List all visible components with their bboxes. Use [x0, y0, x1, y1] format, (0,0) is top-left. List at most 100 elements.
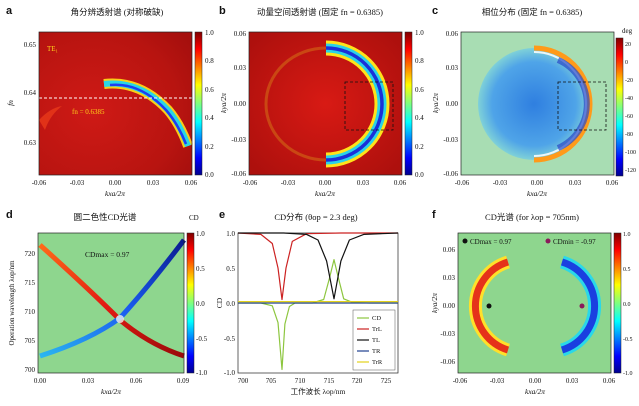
tick: 0.65	[24, 41, 37, 49]
tick: 715	[324, 377, 335, 385]
panel-d: d 圆二色性CD光谱 CD CDmax = 0.97 0.00 0.03 0.0…	[6, 209, 208, 396]
panel-c-phase-edge-dark	[556, 57, 590, 151]
tick: -0.03	[440, 330, 455, 338]
tick: 705	[25, 337, 36, 345]
tick: -1.0	[224, 369, 236, 377]
tick: 1.0	[623, 232, 631, 238]
panel-d-yticks: 720 715 710 705 700	[25, 250, 36, 374]
tick: 0.09	[177, 377, 190, 385]
panel-a-cbar-ticks: 1.0 0.8 0.6 0.4 0.2 0.0	[205, 29, 214, 179]
tick: 0.2	[415, 143, 424, 151]
panel-e-ylabel: CD	[215, 297, 224, 308]
series-line-tl	[238, 232, 399, 300]
panel-d-frame	[37, 232, 185, 374]
legend-label-tl: TL	[372, 337, 380, 344]
tick: 0.6	[415, 86, 424, 94]
tick: -1.0	[623, 371, 633, 377]
tick: 0.0	[205, 171, 214, 179]
tick: 0.0	[196, 300, 205, 308]
panel-f-legend-max: CDmax = 0.97	[470, 238, 512, 246]
panel-c-cbar-ticks: 20 0 -20 -40 -60 -80 -100 -120	[625, 42, 636, 174]
panel-c-cbar-unit: deg	[622, 27, 633, 35]
panel-d-cbar-ticks: 1.0 0.5 0.0 -0.5 -1.0	[196, 230, 208, 377]
panel-f-colorbar	[613, 232, 622, 374]
tick: 0.03	[443, 274, 456, 282]
tick: 0.63	[24, 139, 37, 147]
tick: 0.5	[196, 265, 205, 273]
panel-a-ylabel: fn	[6, 100, 15, 106]
tick: -40	[625, 96, 633, 102]
panel-e-xticks: 700 705 710 715 720 725	[238, 377, 392, 385]
tick: 0.03	[82, 377, 95, 385]
panel-c-ylabel: kya/2π	[431, 93, 440, 113]
tick: -0.06	[453, 377, 468, 385]
legend-dot-min	[545, 238, 551, 244]
panel-d-cbar-unit: CD	[189, 214, 199, 222]
panel-f-yticks: 0.06 0.03 0.00 -0.03 -0.06	[440, 246, 455, 366]
tick: -0.06	[443, 170, 458, 178]
tick: 0.00	[446, 100, 459, 108]
panel-d-colorbar	[186, 232, 195, 374]
tick: 0.6	[205, 86, 214, 94]
tick: 710	[295, 377, 306, 385]
series-line-trl	[237, 232, 398, 301]
tick: 0.0	[415, 171, 424, 179]
panel-e-legend: CD TrL TL TR TrR	[352, 309, 396, 371]
panel-f-title: CD光谱 (for λop = 705nm)	[485, 212, 579, 222]
panel-e-series	[237, 232, 399, 371]
panel-e-xlabel: 工作波长 λop/nm	[291, 386, 346, 396]
panel-c-title: 相位分布 (固定 fn = 0.6385)	[482, 7, 583, 17]
tick: -80	[625, 132, 633, 138]
panel-c: c 相位分布 (固定 fn = 0.6385) -0.06 -0.03 0.00…	[431, 5, 636, 198]
panel-d-xlabel: kxa/2π	[101, 387, 121, 396]
panel-letter-c: c	[432, 5, 438, 17]
tick: 0.03	[234, 64, 247, 72]
tick: 0.06	[603, 377, 616, 385]
tick: 1.0	[226, 230, 235, 238]
panel-b-cbar-ticks: 1.0 0.8 0.6 0.4 0.2 0.0	[415, 29, 424, 179]
tick: 720	[352, 377, 363, 385]
panel-c-colorbar	[615, 37, 624, 177]
panel-f-xlabel: kxa/2π	[525, 387, 545, 396]
panel-f-frame	[457, 232, 612, 374]
tick: 710	[25, 308, 36, 316]
tick: -60	[625, 114, 633, 120]
tick: 0.00	[531, 179, 544, 187]
tick: -0.06	[455, 179, 470, 187]
tick: 0.03	[566, 377, 579, 385]
panel-f: f CD光谱 (for λop = 705nm) CDmax = 0.97 CD…	[430, 209, 633, 396]
panel-f-cbar-ticks: 1.0 0.5 0.0 -0.5 -1.0	[623, 232, 633, 377]
tick: -100	[625, 150, 636, 156]
panel-c-phase-edge-warm	[533, 45, 593, 163]
panel-b-colorbar	[404, 31, 413, 176]
tick: 0.0	[226, 300, 235, 308]
panel-letter-b: b	[219, 5, 226, 17]
legend-label-tr: TR	[372, 348, 381, 355]
tick: 0.00	[529, 377, 542, 385]
tick: 0.0	[623, 302, 631, 308]
panel-b-ring-core	[325, 46, 384, 162]
tick: 705	[266, 377, 277, 385]
tick: -0.03	[443, 136, 458, 144]
tick: -0.06	[440, 358, 455, 366]
tick: 0.2	[205, 143, 214, 151]
panel-a-colorbar	[194, 31, 203, 176]
panel-b-ylabel: kya/2π	[219, 93, 228, 113]
panel-e: e CD分布 (θop = 2.3 deg) 700 705 710 715 7…	[215, 209, 399, 396]
tick: 700	[25, 366, 36, 374]
panel-d-crossing	[116, 315, 124, 323]
panel-f-ylabel: kya/2π	[430, 293, 439, 313]
legend-box	[352, 309, 396, 371]
panel-letter-f: f	[432, 209, 436, 221]
tick: -0.03	[490, 377, 505, 385]
panel-f-arc-left-core	[472, 258, 510, 354]
tick: -0.06	[231, 170, 246, 178]
tick: 0.4	[205, 114, 214, 122]
tick: 0.03	[357, 179, 370, 187]
panel-c-frame	[460, 31, 615, 176]
panel-c-yticks: 0.06 0.03 0.00 -0.03 -0.06	[443, 30, 458, 178]
panel-d-xticks: 0.00 0.03 0.06 0.09	[34, 377, 190, 385]
panel-c-xlabel: kxa/2π	[527, 189, 547, 198]
panel-a: a 角分辨透射谱 (对称破缺) TE₁ fn = 0.6385 -0.06 -0…	[6, 5, 214, 198]
